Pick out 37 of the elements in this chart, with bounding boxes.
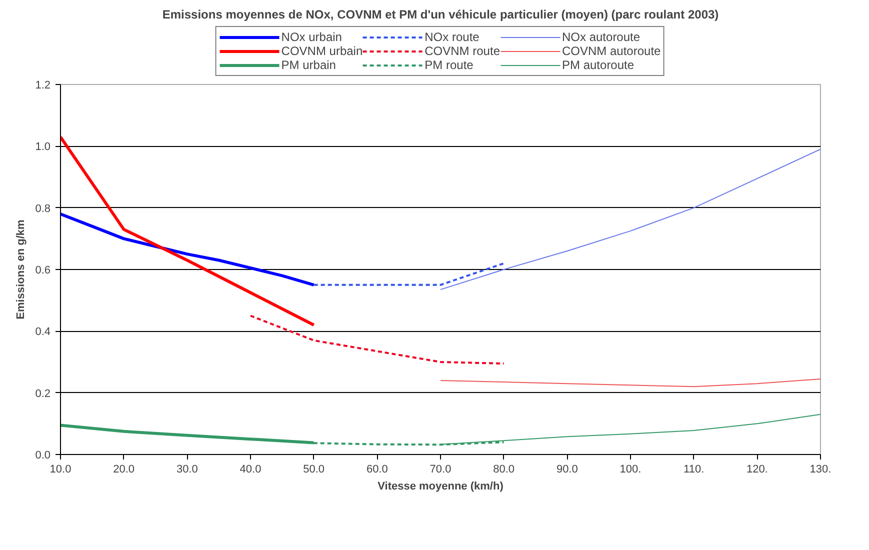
x-tick-label: 60.0 xyxy=(366,464,388,476)
x-tick-label: 110. xyxy=(684,464,704,476)
x-tick-label: 90.0 xyxy=(556,464,578,476)
x-tick-label: 10.0 xyxy=(50,464,72,476)
legend-label: NOx urbain xyxy=(281,30,342,44)
legend-label: NOx route xyxy=(424,30,480,44)
x-tick-label: 50.0 xyxy=(303,464,325,476)
legend-label: PM route xyxy=(424,58,474,72)
x-tick-label: 30.0 xyxy=(176,464,198,476)
y-tick-label: 0.8 xyxy=(35,202,51,215)
y-tick-label: 1.0 xyxy=(35,141,51,154)
legend-label: COVNM autoroute xyxy=(562,44,661,58)
line-series xyxy=(440,378,820,388)
y-tick-label: 0.2 xyxy=(35,388,51,400)
line-series xyxy=(60,135,316,326)
legend-label: COVNM route xyxy=(424,44,500,58)
line-series xyxy=(60,212,316,286)
y-axis-title: Emissions en g/km xyxy=(15,219,28,320)
legend-label: NOx autoroute xyxy=(562,30,640,44)
x-tick-label: 40.0 xyxy=(240,464,262,476)
y-tick-label: 1.2 xyxy=(35,80,51,92)
y-tick-label: 0.0 xyxy=(35,450,51,462)
x-tick-label: 70.0 xyxy=(430,464,452,476)
x-tick-label: 100. xyxy=(620,464,642,476)
x-tick-label: 80.0 xyxy=(493,464,515,476)
x-tick-label: 120. xyxy=(746,464,768,476)
line-series xyxy=(250,314,505,365)
x-tick-label: 20.0 xyxy=(113,464,135,476)
x-axis-title: Vitesse moyenne (km/h) xyxy=(378,480,504,492)
legend-label: COVNM urbain xyxy=(281,44,363,58)
legend-label: PM autoroute xyxy=(562,58,634,72)
x-tick-label: 130. xyxy=(810,464,832,476)
chart-title: Emissions moyennes de NOx, COVNM et PM d'un véhicule particulier (moyen) (parc roulant 2003) xyxy=(162,8,719,22)
y-tick-label: 0.6 xyxy=(35,264,51,276)
line-series xyxy=(440,148,820,290)
legend-label: PM urbain xyxy=(281,58,336,72)
y-tick-label: 0.4 xyxy=(35,326,51,338)
